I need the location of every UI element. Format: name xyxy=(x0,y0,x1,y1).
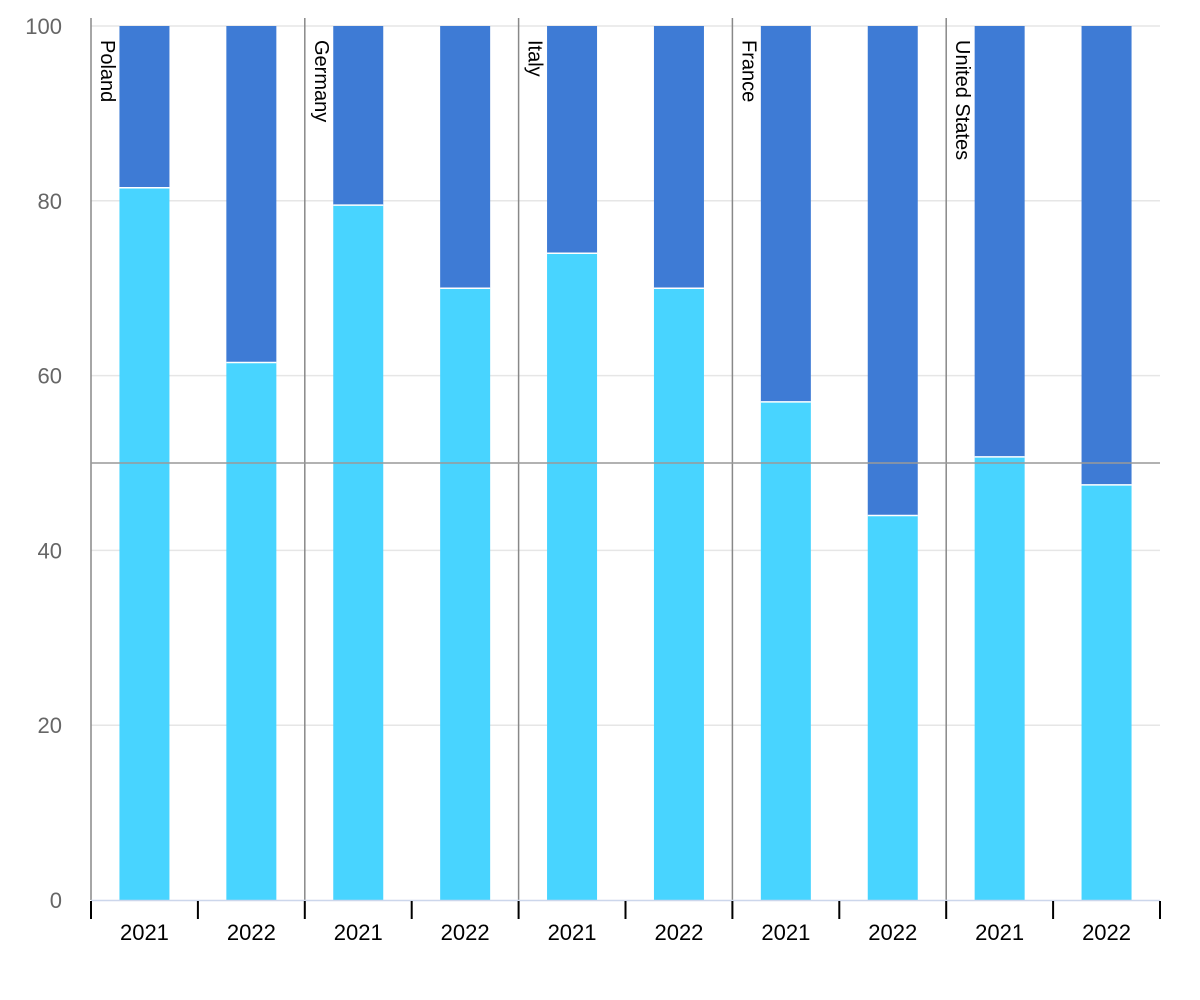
y-tick-label: 80 xyxy=(38,189,62,214)
bar-segment-top xyxy=(1081,26,1132,485)
bar-segment-top xyxy=(226,26,277,363)
bar-segment-top xyxy=(653,26,704,289)
bars xyxy=(119,26,1132,901)
bar-segment-bottom xyxy=(653,288,704,900)
bar-segment-bottom xyxy=(333,205,384,901)
bar-segment-top xyxy=(974,26,1025,457)
x-tick-label: 2022 xyxy=(441,920,490,945)
x-tick-label: 2021 xyxy=(761,920,810,945)
bar-segment-top xyxy=(867,26,918,516)
bar-segment-top xyxy=(119,26,170,188)
bar-segment-top xyxy=(333,26,384,206)
x-tick-label: 2022 xyxy=(868,920,917,945)
x-tick-label: 2021 xyxy=(975,920,1024,945)
group-labels: Poland Germany Italy France United States xyxy=(96,40,973,160)
y-tick-label: 60 xyxy=(38,364,62,389)
bar-segment-bottom xyxy=(760,401,811,900)
x-tick-label: 2021 xyxy=(334,920,383,945)
y-tick-label: 40 xyxy=(38,538,62,563)
bar-segment-bottom xyxy=(547,253,598,901)
bar-segment-bottom xyxy=(440,288,491,900)
bar-segment-bottom xyxy=(119,187,170,900)
bar-segment-top xyxy=(547,26,598,254)
bar-segment-bottom xyxy=(1081,484,1132,900)
x-tick-label: 2021 xyxy=(120,920,169,945)
bar-segment-top xyxy=(440,26,491,289)
x-axis: 2021 2022 2021 2022 2021 2022 2021 2022 2021 2022 xyxy=(90,899,1161,945)
group-label: Italy xyxy=(524,40,546,77)
x-tick-label: 2022 xyxy=(1082,920,1131,945)
x-tick-label: 2021 xyxy=(548,920,597,945)
bar-segment-bottom xyxy=(867,515,918,900)
bar-segment-top xyxy=(760,26,811,402)
y-tick-label: 20 xyxy=(38,713,62,738)
y-tick-label: 100 xyxy=(25,14,62,39)
y-axis: 0 20 40 60 80 100 xyxy=(25,14,62,913)
y-tick-label: 0 xyxy=(50,888,62,913)
group-label: United States xyxy=(951,40,973,160)
x-tick-label: 2022 xyxy=(227,920,276,945)
bar-segment-bottom xyxy=(974,456,1025,900)
group-label: Poland xyxy=(96,40,118,102)
group-label: France xyxy=(737,40,759,102)
group-separators xyxy=(90,18,947,900)
bar-segment-bottom xyxy=(226,362,277,900)
group-label: Germany xyxy=(310,40,332,122)
x-tick-label: 2022 xyxy=(654,920,703,945)
